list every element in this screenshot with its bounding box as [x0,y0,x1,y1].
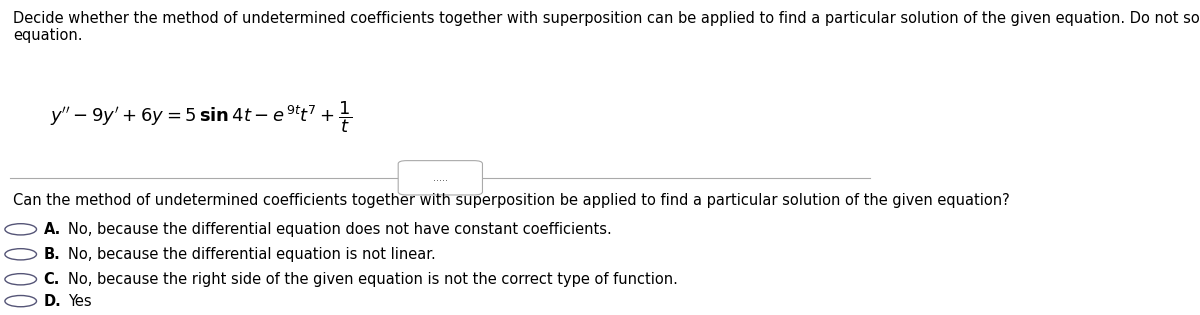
Text: Can the method of undetermined coefficients together with superposition be appli: Can the method of undetermined coefficie… [13,193,1009,209]
Text: No, because the differential equation does not have constant coefficients.: No, because the differential equation do… [68,222,612,237]
Text: No, because the right side of the given equation is not the correct type of func: No, because the right side of the given … [68,272,678,287]
Text: D.: D. [43,294,61,309]
Text: C.: C. [43,272,60,287]
Text: Yes: Yes [68,294,91,309]
Text: $y'' - 9y' + 6y = 5\,\mathbf{sin}\,4t - e^{\,9t}t^7 + \dfrac{1}{t}$: $y'' - 9y' + 6y = 5\,\mathbf{sin}\,4t - … [49,99,352,135]
Text: .....: ..... [433,173,448,183]
Text: B.: B. [43,247,60,262]
FancyBboxPatch shape [398,161,482,195]
Text: A.: A. [43,222,61,237]
Text: Decide whether the method of undetermined coefficients together with superpositi: Decide whether the method of undetermine… [13,11,1200,43]
Text: No, because the differential equation is not linear.: No, because the differential equation is… [68,247,436,262]
